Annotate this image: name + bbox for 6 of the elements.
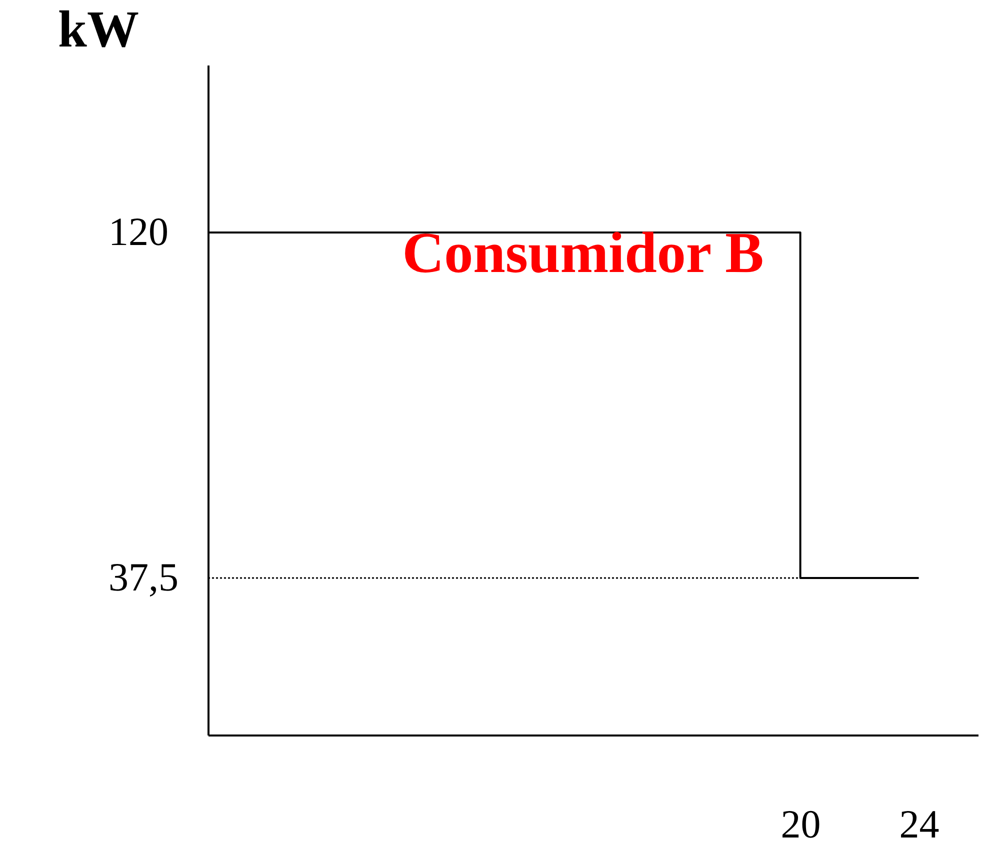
x-tick-label: 24	[899, 802, 940, 843]
text: Consumidor B	[402, 220, 764, 285]
y-tick-label: 120	[108, 209, 168, 254]
y-tick-label: 37,5	[108, 554, 178, 600]
y-axis-title: kW	[58, 2, 139, 58]
x-tick-label: 20	[780, 802, 821, 843]
